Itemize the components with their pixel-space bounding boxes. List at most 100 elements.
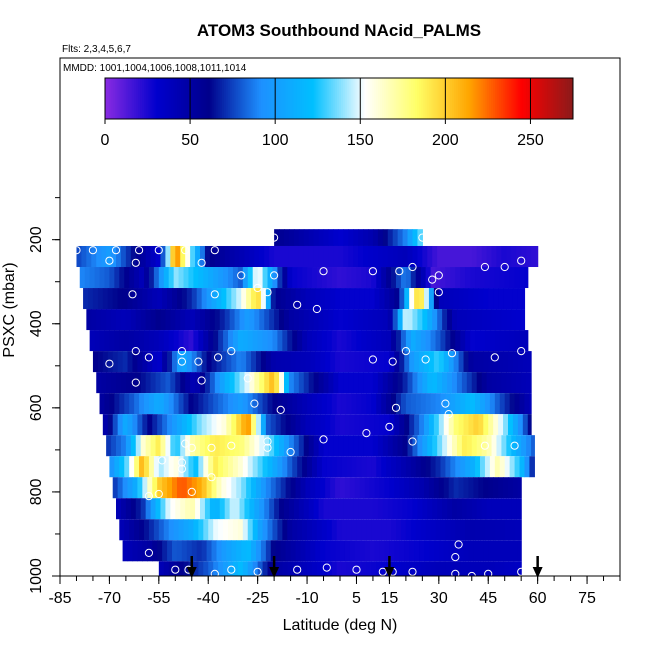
heatmap-cell bbox=[440, 519, 447, 541]
heatmap-cell bbox=[447, 498, 453, 520]
heatmap-cell bbox=[284, 245, 290, 268]
colorbar-segment bbox=[206, 78, 209, 119]
colorbar bbox=[104, 77, 574, 120]
y-tick-label: 800 bbox=[28, 478, 45, 505]
colorbar-segment bbox=[549, 78, 553, 119]
heatmap-cell bbox=[511, 498, 517, 520]
heatmap-cell bbox=[509, 561, 516, 576]
heatmap-cell bbox=[106, 435, 112, 457]
colorbar-segment bbox=[225, 78, 229, 119]
heatmap-cell bbox=[496, 435, 503, 457]
heatmap-cell bbox=[330, 288, 336, 310]
heatmap-cell bbox=[92, 351, 99, 373]
sample-point bbox=[144, 548, 153, 558]
heatmap-cell bbox=[287, 561, 293, 576]
heatmap-cell bbox=[330, 351, 336, 373]
heatmap-cell bbox=[463, 414, 470, 436]
heatmap-cell bbox=[473, 414, 479, 436]
sample-point bbox=[451, 569, 460, 576]
heatmap-cell bbox=[135, 372, 142, 394]
heatmap-cell bbox=[279, 229, 285, 246]
heatmap-cell bbox=[348, 435, 354, 457]
heatmap-cell bbox=[119, 330, 125, 352]
heatmap-cell bbox=[498, 477, 504, 499]
heatmap-cell bbox=[196, 288, 203, 310]
heatmap-cell bbox=[336, 393, 343, 415]
heatmap-cell bbox=[338, 229, 344, 246]
x-tick-label: -70 bbox=[98, 590, 121, 607]
heatmap-cell bbox=[148, 267, 155, 289]
heatmap-cell bbox=[506, 435, 512, 457]
heatmap-cell bbox=[384, 414, 391, 436]
heatmap-cell bbox=[376, 519, 382, 541]
heatmap-cell bbox=[325, 414, 331, 436]
heatmap-cell bbox=[137, 288, 143, 310]
heatmap-cell bbox=[340, 288, 346, 310]
heatmap-cell bbox=[405, 456, 412, 478]
heatmap-cell bbox=[158, 561, 165, 576]
heatmap-cell bbox=[308, 309, 315, 331]
colorbar-segment bbox=[561, 78, 564, 119]
heatmap-cell bbox=[114, 393, 120, 415]
heatmap-cell bbox=[377, 435, 384, 457]
heatmap-cell bbox=[460, 393, 466, 415]
heatmap-cell bbox=[412, 498, 419, 520]
colorbar-segment bbox=[358, 78, 361, 119]
heatmap-cell bbox=[139, 267, 145, 289]
heatmap-cell bbox=[412, 229, 419, 246]
heatmap-cell bbox=[389, 540, 395, 562]
heatmap-cell bbox=[524, 267, 529, 289]
heatmap-cell bbox=[354, 540, 361, 562]
sample-point bbox=[276, 405, 285, 414]
heatmap-cell bbox=[433, 540, 440, 562]
heatmap-cell bbox=[239, 435, 246, 457]
heatmap-cell bbox=[514, 561, 521, 576]
heatmap-cell bbox=[493, 540, 499, 562]
sample-point bbox=[401, 347, 410, 356]
heatmap-cell bbox=[116, 245, 122, 268]
colorbar-segment bbox=[417, 78, 420, 119]
heatmap-cell bbox=[509, 519, 516, 541]
heatmap-cell bbox=[369, 540, 376, 562]
heatmap-cell bbox=[394, 477, 400, 499]
colorbar-segment bbox=[457, 78, 461, 119]
heatmap-cell bbox=[114, 330, 120, 352]
heatmap-cell bbox=[124, 330, 130, 352]
heatmap-cell bbox=[529, 393, 532, 415]
heatmap-cell bbox=[382, 435, 389, 457]
heatmap-cell bbox=[264, 435, 270, 457]
colorbar-segment bbox=[257, 78, 260, 119]
heatmap-cell bbox=[91, 245, 97, 268]
heatmap-cell bbox=[445, 561, 451, 576]
colorbar-segment bbox=[296, 78, 299, 119]
heatmap-cell bbox=[432, 372, 438, 394]
heatmap-cell bbox=[425, 456, 432, 478]
heatmap-cell bbox=[302, 519, 308, 541]
heatmap-cell bbox=[280, 414, 287, 436]
heatmap-cell bbox=[181, 288, 188, 310]
heatmap-cell bbox=[430, 267, 437, 289]
heatmap-cell bbox=[316, 393, 323, 415]
heatmap-cell bbox=[419, 477, 425, 499]
heatmap-cell bbox=[160, 435, 167, 457]
heatmap-cell bbox=[96, 309, 102, 331]
heatmap-cell bbox=[234, 245, 241, 268]
heatmap-cell bbox=[489, 393, 496, 415]
sample-point bbox=[210, 569, 219, 576]
heatmap-cell bbox=[176, 540, 183, 562]
colorbar-segment bbox=[477, 78, 480, 119]
heatmap-cell bbox=[387, 245, 394, 268]
colorbar-segment bbox=[303, 78, 307, 119]
heatmap-cell bbox=[96, 372, 102, 394]
heatmap-cell bbox=[153, 267, 160, 289]
heatmap-cell bbox=[140, 372, 147, 394]
heatmap-cell bbox=[130, 245, 137, 268]
heatmap-cell bbox=[354, 477, 361, 499]
colorbar-segment bbox=[305, 78, 309, 119]
heatmap-cell bbox=[427, 309, 433, 331]
heatmap-cell bbox=[486, 309, 493, 331]
heatmap-cell bbox=[514, 456, 521, 478]
heatmap-cell bbox=[353, 372, 359, 394]
heatmap-cell bbox=[369, 477, 376, 499]
heatmap-cell bbox=[135, 309, 142, 331]
